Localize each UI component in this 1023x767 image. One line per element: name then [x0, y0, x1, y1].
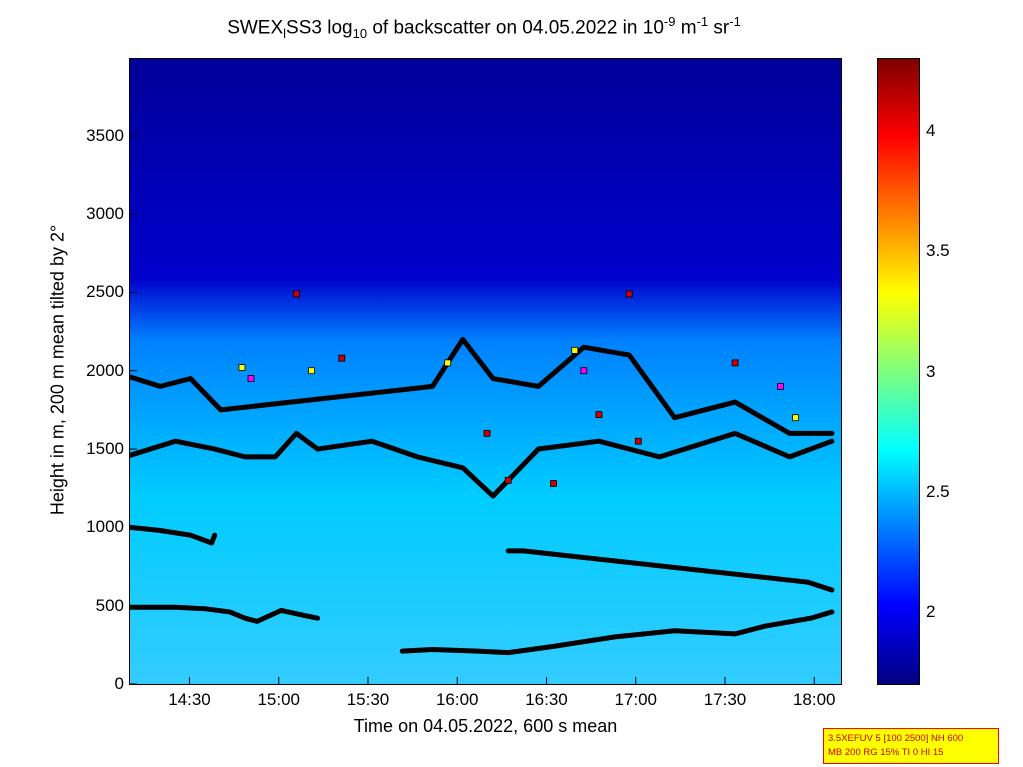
layer-6 — [505, 548, 835, 593]
y-tick-label: 3500 — [86, 125, 124, 145]
heatmap-svg — [130, 59, 841, 684]
info-line-1: 3.5XEFUV 5 [100 2500] NH 600 — [828, 733, 964, 744]
x-tick-label: 16:00 — [435, 690, 479, 709]
layer-5 — [130, 336, 835, 436]
plot-area[interactable] — [129, 58, 842, 685]
colorbar — [877, 58, 920, 685]
x-tick-label: 14:30 — [168, 690, 211, 709]
layer-4 — [130, 430, 835, 499]
marker-11 — [625, 290, 633, 298]
marker-7 — [504, 476, 512, 484]
marker-14 — [792, 414, 800, 422]
layer-2 — [399, 609, 835, 656]
marker-1 — [247, 375, 255, 382]
x-axis-label: Time on 04.05.2022, 600 s mean — [353, 716, 618, 736]
marker-4 — [338, 354, 346, 362]
marker-3 — [308, 367, 315, 375]
marker-13 — [777, 382, 784, 390]
marker-0 — [238, 364, 246, 371]
colorbar-tick-label: 4 — [926, 121, 936, 141]
layer-1 — [130, 604, 321, 624]
info-line-2: MB 200 RG 15% TI 0 HI 15 — [828, 747, 944, 758]
layer-3 — [130, 524, 218, 546]
marker-10 — [595, 411, 603, 418]
y-tick-label: 500 — [95, 595, 124, 615]
settings-info-box: 3.5XEFUV 5 [100 2500] NH 600 MB 200 RG 1… — [823, 728, 999, 764]
x-tick-label: 15:00 — [257, 690, 300, 709]
colorbar-tick-label: 2 — [926, 601, 936, 621]
x-tick-label: 16:30 — [525, 690, 568, 709]
chart-title: SWEXlSS3 log10 of backscatter on 04.05.2… — [227, 14, 741, 42]
x-tick-label: 15:30 — [346, 690, 390, 709]
colorbar-tick-label: 2.5 — [926, 481, 950, 501]
y-tick-label: 2500 — [86, 282, 124, 302]
colorbar-tick-label: 3.5 — [926, 241, 950, 261]
x-tick-label: 17:00 — [614, 690, 657, 709]
marker-16 — [550, 480, 557, 487]
marker-9 — [580, 367, 588, 375]
marker-5 — [444, 359, 452, 367]
marker-6 — [483, 429, 491, 437]
marker-12 — [731, 359, 739, 367]
x-tick-label: 17:30 — [703, 690, 747, 709]
y-tick-label: 0 — [114, 674, 124, 693]
y-tick-label: 1500 — [86, 439, 124, 459]
colorbar-tick-label: 3 — [926, 361, 936, 381]
y-tick-label: 3000 — [86, 204, 124, 224]
marker-2 — [293, 290, 300, 298]
marker-8 — [571, 346, 579, 354]
y-tick-label: 2000 — [86, 360, 124, 380]
marker-15 — [634, 437, 642, 445]
x-tick-label: 18:00 — [792, 690, 836, 709]
y-tick-label: 1000 — [86, 517, 124, 537]
